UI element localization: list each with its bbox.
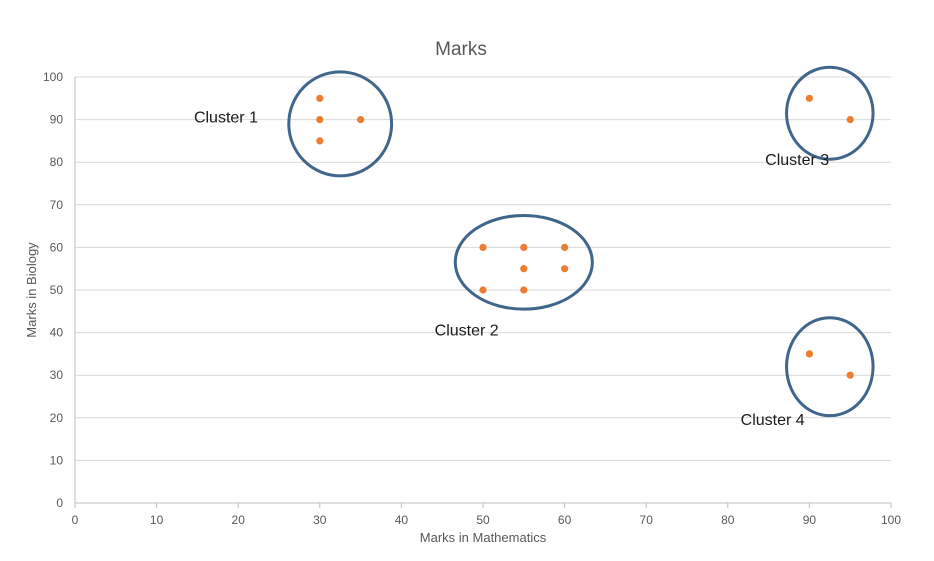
- data-point: [316, 137, 324, 145]
- y-tick-label: 20: [50, 411, 64, 425]
- data-points: [316, 94, 854, 379]
- data-point: [846, 116, 854, 124]
- x-tick-label: 40: [395, 513, 409, 527]
- cluster-3-label: Cluster 3: [765, 152, 829, 169]
- data-point: [520, 243, 528, 251]
- data-point: [520, 265, 528, 273]
- data-point: [316, 116, 324, 124]
- x-tick-label: 30: [313, 513, 327, 527]
- x-tick-label: 10: [150, 513, 164, 527]
- y-tick-labels: 0 10 20 30 40 50 60 70 80 90 100: [43, 70, 63, 510]
- data-point: [520, 286, 528, 294]
- chart-title: Marks: [435, 39, 487, 60]
- cluster-4-label: Cluster 4: [741, 412, 805, 429]
- data-point: [561, 265, 569, 273]
- cluster-2-ellipse: [453, 213, 594, 311]
- x-tick-label: 70: [640, 513, 654, 527]
- y-tick-label: 60: [50, 240, 64, 254]
- x-tick-label: 0: [72, 513, 79, 527]
- y-tick-label: 70: [50, 198, 64, 212]
- x-tick-label: 20: [232, 513, 246, 527]
- x-tick-label: 80: [721, 513, 735, 527]
- cluster-1-label: Cluster 1: [194, 109, 258, 126]
- data-point: [357, 116, 365, 124]
- x-tick-label: 60: [558, 513, 572, 527]
- x-tick-labels: 0 10 20 30 40 50 60 70 80 90 100: [72, 513, 902, 527]
- cluster-2-label: Cluster 2: [435, 322, 499, 339]
- x-tick-label: 100: [881, 513, 901, 527]
- x-axis-label: Marks in Mathematics: [420, 530, 547, 545]
- cluster-1-ellipse: [287, 70, 394, 178]
- x-tick-label: 90: [803, 513, 817, 527]
- axes: [74, 77, 892, 508]
- y-tick-label: 30: [50, 368, 64, 382]
- data-point: [479, 286, 487, 294]
- cluster-4-ellipse: [785, 316, 875, 418]
- data-point: [805, 94, 814, 102]
- cluster-annotations: Cluster 1 Cluster 2 Cluster 3 Cluster 4: [194, 65, 875, 429]
- y-tick-label: 100: [43, 70, 63, 84]
- y-tick-label: 80: [50, 155, 64, 169]
- data-point: [805, 350, 814, 358]
- y-tick-label: 10: [50, 453, 64, 467]
- cluster-3-ellipse: [785, 65, 875, 161]
- x-tick-label: 50: [476, 513, 490, 527]
- y-tick-label: 50: [50, 283, 64, 297]
- data-point: [479, 243, 487, 251]
- data-point: [316, 94, 324, 102]
- data-point: [846, 371, 854, 379]
- gridlines: [75, 76, 891, 461]
- y-tick-label: 0: [56, 496, 63, 510]
- y-tick-label: 90: [50, 113, 64, 127]
- data-point: [561, 243, 569, 251]
- y-tick-label: 40: [50, 326, 64, 340]
- y-axis-label: Marks in Biology: [24, 242, 39, 338]
